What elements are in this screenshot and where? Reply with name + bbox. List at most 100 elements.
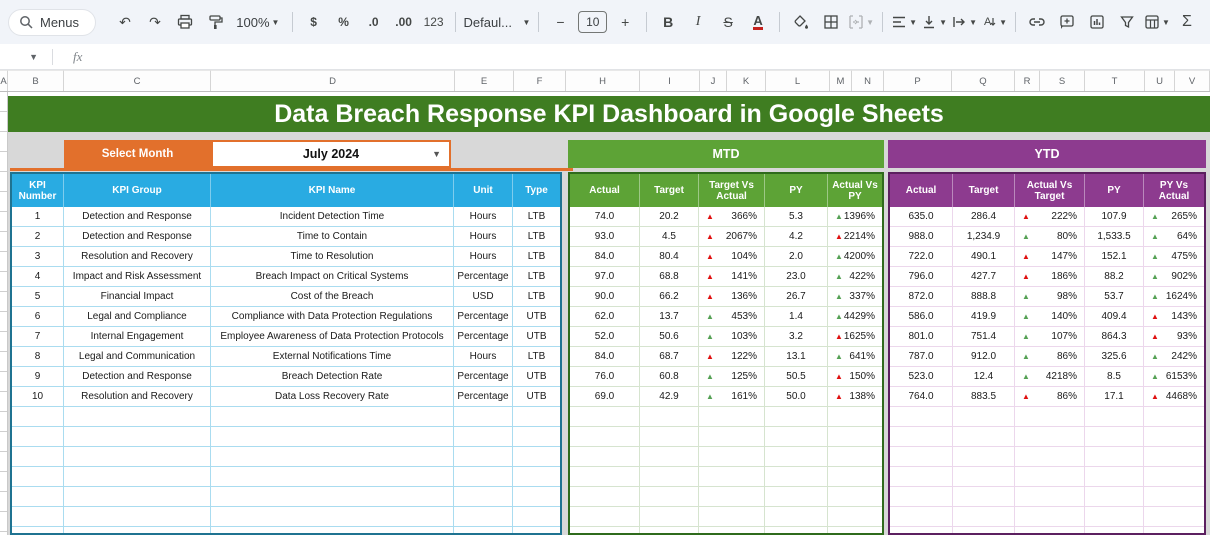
cell[interactable]	[570, 527, 640, 533]
cell[interactable]	[1085, 447, 1144, 466]
cell[interactable]: ▲ 136%	[699, 287, 765, 306]
cell[interactable]: ▲ 143%	[1144, 307, 1204, 326]
cell[interactable]	[890, 407, 953, 426]
column-header-K[interactable]: K	[727, 70, 766, 91]
cell[interactable]: 722.0	[890, 247, 953, 266]
cell[interactable]: 62.0	[570, 307, 640, 326]
cell[interactable]: 912.0	[953, 347, 1015, 366]
cell[interactable]	[953, 447, 1015, 466]
cell[interactable]	[1144, 527, 1204, 533]
cell[interactable]: ▲ 64%	[1144, 227, 1204, 246]
cell[interactable]	[699, 467, 765, 486]
column-header-A[interactable]: A	[0, 70, 8, 91]
formula-input[interactable]	[82, 44, 1210, 69]
cell[interactable]	[513, 467, 560, 486]
cell[interactable]: 490.1	[953, 247, 1015, 266]
cell[interactable]: Incident Detection Time	[211, 207, 454, 226]
cell[interactable]	[828, 507, 882, 526]
column-header-I[interactable]: I	[640, 70, 700, 91]
cell[interactable]: 2.0	[765, 247, 828, 266]
cell[interactable]	[211, 527, 454, 533]
format-currency-button[interactable]: $	[310, 15, 317, 29]
cell[interactable]	[828, 527, 882, 533]
cell[interactable]	[1144, 507, 1204, 526]
cell[interactable]	[1015, 467, 1085, 486]
cell[interactable]: ▲ 4429%	[828, 307, 882, 326]
cell[interactable]	[12, 447, 64, 466]
table-tools-button[interactable]: ▼	[1144, 9, 1170, 35]
cell[interactable]: Impact and Risk Assessment	[64, 267, 211, 286]
cell[interactable]	[454, 487, 513, 506]
cell[interactable]: 3	[12, 247, 64, 266]
cell[interactable]: ▲ 86%	[1015, 347, 1085, 366]
cell[interactable]: ▲ 104%	[699, 247, 765, 266]
cell[interactable]: 50.5	[765, 367, 828, 386]
column-header-L[interactable]: L	[766, 70, 830, 91]
column-header-C[interactable]: C	[64, 70, 211, 91]
cell[interactable]: 93.0	[570, 227, 640, 246]
column-header-S[interactable]: S	[1040, 70, 1085, 91]
create-filter-button[interactable]	[1114, 9, 1140, 35]
cell[interactable]: 1	[12, 207, 64, 226]
cell[interactable]: 107.9	[1085, 207, 1144, 226]
cell[interactable]	[765, 527, 828, 533]
cell[interactable]: Percentage	[454, 367, 513, 386]
cell[interactable]	[953, 427, 1015, 446]
cell[interactable]	[12, 467, 64, 486]
cell[interactable]	[953, 467, 1015, 486]
cell[interactable]	[454, 507, 513, 526]
cell[interactable]: ▲ 150%	[828, 367, 882, 386]
text-wrap-button[interactable]: ▼	[951, 9, 977, 35]
horizontal-align-button[interactable]: ▼	[891, 9, 917, 35]
borders-button[interactable]	[818, 9, 844, 35]
cell[interactable]: 988.0	[890, 227, 953, 246]
zoom-select[interactable]: 100% ▼	[232, 9, 284, 35]
cell[interactable]	[64, 447, 211, 466]
cell[interactable]	[640, 507, 699, 526]
cell[interactable]	[570, 407, 640, 426]
undo-button[interactable]: ↶	[119, 13, 131, 30]
cell[interactable]	[828, 487, 882, 506]
cell[interactable]	[828, 467, 882, 486]
cell[interactable]	[513, 487, 560, 506]
vertical-align-button[interactable]: ▼	[921, 9, 947, 35]
fill-color-button[interactable]	[788, 9, 814, 35]
column-header-P[interactable]: P	[884, 70, 952, 91]
cell[interactable]: 7	[12, 327, 64, 346]
cell[interactable]	[828, 447, 882, 466]
cell[interactable]: 26.7	[765, 287, 828, 306]
cell[interactable]	[890, 427, 953, 446]
cell[interactable]	[513, 447, 560, 466]
strikethrough-button[interactable]: S	[723, 14, 733, 30]
cell[interactable]	[454, 527, 513, 533]
cell[interactable]: ▲ 86%	[1015, 387, 1085, 406]
cell[interactable]	[765, 447, 828, 466]
cell[interactable]	[699, 407, 765, 426]
column-header-F[interactable]: F	[514, 70, 566, 91]
column-header-H[interactable]: H	[566, 70, 640, 91]
cell[interactable]: Percentage	[454, 267, 513, 286]
cell[interactable]	[1085, 487, 1144, 506]
cell[interactable]: Detection and Response	[64, 207, 211, 226]
cell[interactable]: ▲ 222%	[1015, 207, 1085, 226]
cell[interactable]	[12, 527, 64, 533]
cell[interactable]	[765, 407, 828, 426]
cell[interactable]: 69.0	[570, 387, 640, 406]
column-header-J[interactable]: J	[700, 70, 727, 91]
cell[interactable]	[699, 527, 765, 533]
cell[interactable]	[640, 427, 699, 446]
cell[interactable]	[211, 427, 454, 446]
cell[interactable]: ▲ 242%	[1144, 347, 1204, 366]
cell[interactable]	[890, 467, 953, 486]
cell[interactable]: 801.0	[890, 327, 953, 346]
text-color-button[interactable]: A	[745, 9, 771, 35]
cell[interactable]: 80.4	[640, 247, 699, 266]
cell[interactable]: Legal and Communication	[64, 347, 211, 366]
cell[interactable]: 635.0	[890, 207, 953, 226]
cell[interactable]: 84.0	[570, 347, 640, 366]
cell[interactable]: ▲ 1624%	[1144, 287, 1204, 306]
cell[interactable]	[570, 487, 640, 506]
cell[interactable]	[765, 507, 828, 526]
cell[interactable]: ▲ 161%	[699, 387, 765, 406]
cell[interactable]: Data Loss Recovery Rate	[211, 387, 454, 406]
